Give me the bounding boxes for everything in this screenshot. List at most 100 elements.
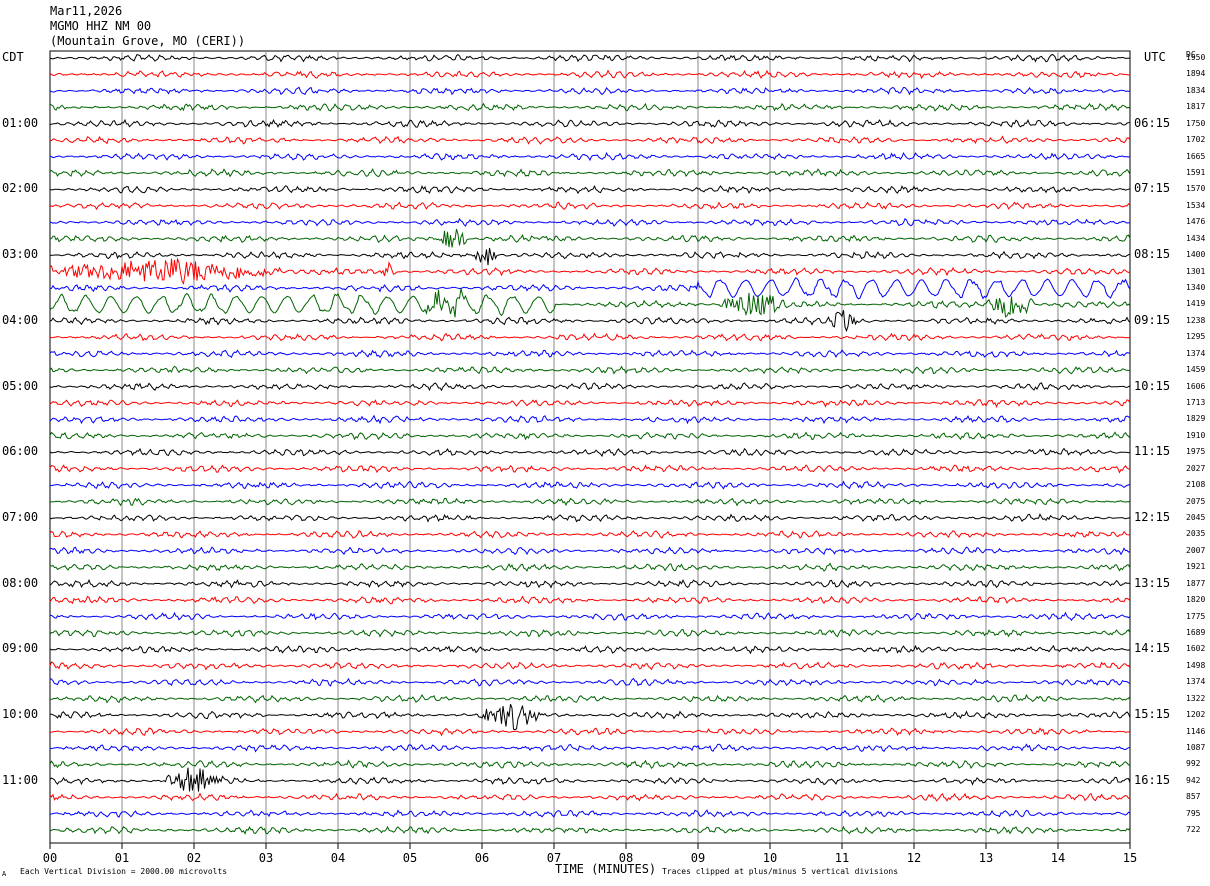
cdt-hour-label: 07:00 xyxy=(2,510,39,524)
cdt-hour-label: 06:00 xyxy=(2,444,39,459)
utc-hour-label: 06:15 xyxy=(1134,115,1171,130)
x-tick-label: 12 xyxy=(906,851,922,865)
header-station: MGMO HHZ NM 00 xyxy=(50,19,152,33)
trace-row xyxy=(49,743,1131,753)
cdt-hour-label: 05:00 xyxy=(2,378,39,393)
dc-offset-label: 1606 xyxy=(1186,381,1206,391)
x-axis-title: TIME (MINUTES) xyxy=(555,862,657,876)
corner-mark: A xyxy=(2,870,7,878)
trace-row xyxy=(50,135,1131,145)
x-tick-label: 11 xyxy=(834,851,850,865)
dc-offset-label: 722 xyxy=(1186,825,1201,835)
cdt-hour-label: 11:00 xyxy=(2,772,39,787)
trace-row xyxy=(49,704,1131,731)
clip-note: Traces clipped at plus/minus 5 vertical … xyxy=(662,867,899,876)
utc-hour-label: 13:15 xyxy=(1134,575,1171,590)
dc-offset-label: 1689 xyxy=(1186,628,1206,637)
dc-offset-label: 1476 xyxy=(1186,217,1206,227)
dc-offset-label: 1570 xyxy=(1186,184,1206,194)
x-tick-label: 04 xyxy=(330,851,346,865)
dc-offset-label: 1295 xyxy=(1186,332,1206,342)
x-tick-label: 14 xyxy=(1050,851,1066,865)
utc-hour-label: 09:15 xyxy=(1134,312,1171,327)
trace-row xyxy=(49,257,1131,285)
dc-offset-label: 1820 xyxy=(1186,595,1206,605)
x-tick-label: 10 xyxy=(762,851,778,865)
trace-row xyxy=(49,185,1131,195)
dc-offset-label: 1894 xyxy=(1186,69,1206,79)
dc-offset-label: 2075 xyxy=(1186,496,1206,506)
trace-row xyxy=(49,595,1131,605)
trace-row xyxy=(49,628,1131,638)
trace-row xyxy=(49,727,1131,737)
trace-row xyxy=(49,86,1131,96)
dc-offset-label: 1910 xyxy=(1186,430,1206,440)
dc-offset-label: 1702 xyxy=(1186,135,1206,145)
trace-row xyxy=(49,644,1131,655)
x-tick-label: 06 xyxy=(474,851,490,865)
trace-row xyxy=(49,431,1131,441)
dc-offset-label: 1877 xyxy=(1186,578,1206,588)
trace-row xyxy=(49,151,1131,162)
dc-offset-label: 1921 xyxy=(1186,562,1206,572)
dc-offset-label: 1374 xyxy=(1186,677,1206,687)
x-tick-label: 00 xyxy=(42,851,58,865)
trace-row xyxy=(49,611,1131,622)
dc-offset-label: 1591 xyxy=(1186,168,1206,177)
trace-row xyxy=(49,792,1131,802)
utc-hour-label: 12:15 xyxy=(1134,510,1171,524)
utc-hour-label: 07:15 xyxy=(1134,181,1171,196)
utc-hour-label: 15:15 xyxy=(1134,707,1171,722)
trace-row xyxy=(49,661,1131,671)
dc-offset-label: 1238 xyxy=(1186,315,1206,325)
trace-row xyxy=(49,310,1131,333)
dc-offset-label: 1087 xyxy=(1186,743,1206,752)
trace-row xyxy=(49,809,1131,818)
trace-row xyxy=(49,228,1131,248)
x-tick-label: 01 xyxy=(114,851,130,865)
cdt-label: CDT xyxy=(2,50,24,64)
utc-hour-label: 08:15 xyxy=(1134,247,1171,262)
utc-hour-label: 10:15 xyxy=(1134,378,1171,393)
trace-row xyxy=(49,562,1131,572)
trace-row xyxy=(49,464,1131,474)
x-tick-label: 13 xyxy=(978,851,994,865)
trace-row xyxy=(49,693,1131,704)
cdt-hour-label: 04:00 xyxy=(2,312,39,327)
trace-row xyxy=(49,759,1131,769)
x-tick-label: 02 xyxy=(186,851,202,865)
trace-row xyxy=(49,546,1131,556)
trace-row xyxy=(49,480,1131,490)
dc-offset-label: 2035 xyxy=(1186,529,1206,539)
x-tick-label: 09 xyxy=(690,851,706,865)
trace-row xyxy=(49,349,1131,359)
dc-offset-label: 1775 xyxy=(1186,611,1206,621)
trace-row xyxy=(49,277,1131,300)
dc-offset-label: 1829 xyxy=(1186,414,1206,424)
dc-offset-label: 1146 xyxy=(1186,726,1206,736)
dc-offset-label: 992 xyxy=(1186,759,1201,769)
dc-offset-label: 1713 xyxy=(1186,398,1206,407)
trace-row xyxy=(50,677,1131,687)
dc-offset-label: 1950 xyxy=(1186,53,1206,62)
trace-row xyxy=(49,447,1131,458)
trace-row xyxy=(49,247,1131,266)
trace-row xyxy=(49,513,1131,523)
x-tick-label: 15 xyxy=(1122,851,1138,865)
trace-row xyxy=(49,414,1131,425)
trace-row xyxy=(49,767,1131,792)
dc-offset-label: 1301 xyxy=(1186,266,1206,276)
x-tick-label: 05 xyxy=(402,851,418,865)
trace-row xyxy=(49,825,1131,835)
trace-row xyxy=(49,332,1131,342)
dc-offset-label: 1419 xyxy=(1186,299,1206,309)
dc-offset-label: 1322 xyxy=(1186,693,1206,703)
cdt-hour-label: 03:00 xyxy=(2,247,39,262)
scale-note: Each Vertical Division = 2000.00 microvo… xyxy=(20,867,228,876)
dc-offset-label: 1400 xyxy=(1186,250,1206,260)
trace-row xyxy=(49,102,1131,112)
trace-row xyxy=(49,118,1131,128)
dc-offset-label: 1340 xyxy=(1186,283,1206,292)
dc-offset-label: 1534 xyxy=(1186,200,1206,210)
